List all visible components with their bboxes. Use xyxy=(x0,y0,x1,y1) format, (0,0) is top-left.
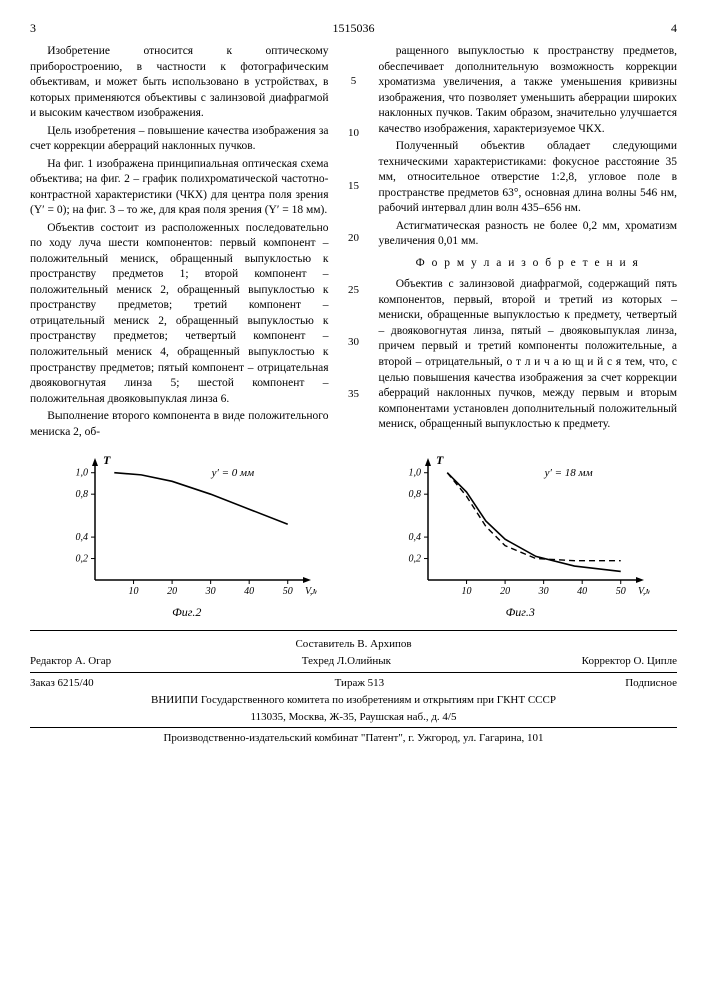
svg-text:1,0: 1,0 xyxy=(409,468,422,479)
para: Объектив с залинзовой диафрагмой, содерж… xyxy=(379,277,678,432)
line-num: 15 xyxy=(347,179,361,194)
patent-number: 1515036 xyxy=(36,20,671,36)
svg-text:0,4: 0,4 xyxy=(75,532,88,543)
svg-text:y′ = 0 мм: y′ = 0 мм xyxy=(210,467,254,479)
svg-text:0,8: 0,8 xyxy=(75,489,88,500)
line-num: 25 xyxy=(347,283,361,298)
svg-text:0,4: 0,4 xyxy=(409,532,422,543)
fig2-label: Фиг.2 xyxy=(57,604,317,620)
svg-text:30: 30 xyxy=(538,586,549,597)
svg-text:0,2: 0,2 xyxy=(409,554,422,565)
text-columns: Изобретение относится к оптическому приб… xyxy=(30,44,677,442)
para: Объектив состоит из расположенных послед… xyxy=(30,221,329,407)
compiler: Составитель В. Архипов xyxy=(30,637,677,652)
chart-fig2: 0,2 0,4 0,8 1,0 10 20 30 40 50 V,мм/мм Ty′ = 0 мм xyxy=(57,452,317,602)
figure-2: 0,20,40,81,01020304050V,мм/ммTy′ = 0 мм … xyxy=(57,452,317,620)
printer: Производственно-издательский комбинат "П… xyxy=(30,731,677,746)
svg-text:T: T xyxy=(103,453,111,467)
addr: 113035, Москва, Ж-35, Раушская наб., д. … xyxy=(30,710,677,725)
svg-text:30: 30 xyxy=(204,586,215,597)
line-num: 10 xyxy=(347,126,361,141)
order: Заказ 6215/40 xyxy=(30,676,94,691)
figure-3: 0,2 0,4 0,8 1,0 10 20 30 40 50 V,мм/мм Ty′ = 18 мм… xyxy=(390,452,650,620)
divider xyxy=(30,672,677,673)
svg-text:50: 50 xyxy=(282,586,292,597)
line-num: 35 xyxy=(347,387,361,402)
footer-row: Заказ 6215/40 Тираж 513 Подписное xyxy=(30,676,677,691)
org: ВНИИПИ Государственного комитета по изоб… xyxy=(30,693,677,708)
svg-text:0,2: 0,2 xyxy=(75,554,88,565)
podpis: Подписное xyxy=(625,676,677,691)
line-num: 30 xyxy=(347,335,361,350)
footer: Составитель В. Архипов Редактор А. Огар … xyxy=(30,630,677,746)
svg-text:0,8: 0,8 xyxy=(409,489,422,500)
fig3-label: Фиг.3 xyxy=(390,604,650,620)
svg-text:y′ = 18 мм: y′ = 18 мм xyxy=(544,467,593,479)
corrector: Корректор О. Ципле xyxy=(582,654,677,669)
page-num-right: 4 xyxy=(671,20,677,36)
figures-row: 0,20,40,81,01020304050V,мм/ммTy′ = 0 мм … xyxy=(30,452,677,620)
svg-text:10: 10 xyxy=(462,586,472,597)
chart-fig3: 0,2 0,4 0,8 1,0 10 20 30 40 50 V,мм/мм Ty′ = 18 мм xyxy=(390,452,650,602)
techred: Техред Л.Олийнык xyxy=(302,654,391,669)
line-num: 5 xyxy=(347,74,361,89)
svg-text:50: 50 xyxy=(616,586,626,597)
page-header: 3 1515036 4 xyxy=(30,20,677,36)
svg-text:V,мм/мм: V,мм/мм xyxy=(305,586,317,597)
para: Полученный объектив обладает следующими … xyxy=(379,139,678,217)
para: Выполнение второго компонента в виде пол… xyxy=(30,409,329,440)
para: Цель изобретения – повышение качества из… xyxy=(30,124,329,155)
svg-text:20: 20 xyxy=(167,586,177,597)
para: Астигматическая разность не более 0,2 мм… xyxy=(379,219,678,250)
svg-text:40: 40 xyxy=(577,586,587,597)
formula-heading: Ф о р м у л а и з о б р е т е н и я xyxy=(379,256,678,272)
line-number-gutter: 5 10 15 20 25 30 35 xyxy=(347,44,361,442)
tirazh: Тираж 513 xyxy=(335,676,385,691)
para: ращенного выпуклостью к пространству пре… xyxy=(379,44,678,137)
svg-text:T: T xyxy=(436,453,444,467)
para: На фиг. 1 изображена принципиальная опти… xyxy=(30,157,329,219)
line-num: 20 xyxy=(347,231,361,246)
svg-text:10: 10 xyxy=(128,586,138,597)
para: Изобретение относится к оптическому приб… xyxy=(30,44,329,122)
footer-row: Редактор А. Огар Техред Л.Олийнык Коррек… xyxy=(30,654,677,669)
left-column: Изобретение относится к оптическому приб… xyxy=(30,44,329,442)
right-column: ращенного выпуклостью к пространству пре… xyxy=(379,44,678,442)
divider xyxy=(30,727,677,728)
editor: Редактор А. Огар xyxy=(30,654,111,669)
svg-text:V,мм/мм: V,мм/мм xyxy=(638,586,650,597)
svg-text:40: 40 xyxy=(244,586,254,597)
svg-text:20: 20 xyxy=(500,586,510,597)
svg-text:1,0: 1,0 xyxy=(75,468,88,479)
